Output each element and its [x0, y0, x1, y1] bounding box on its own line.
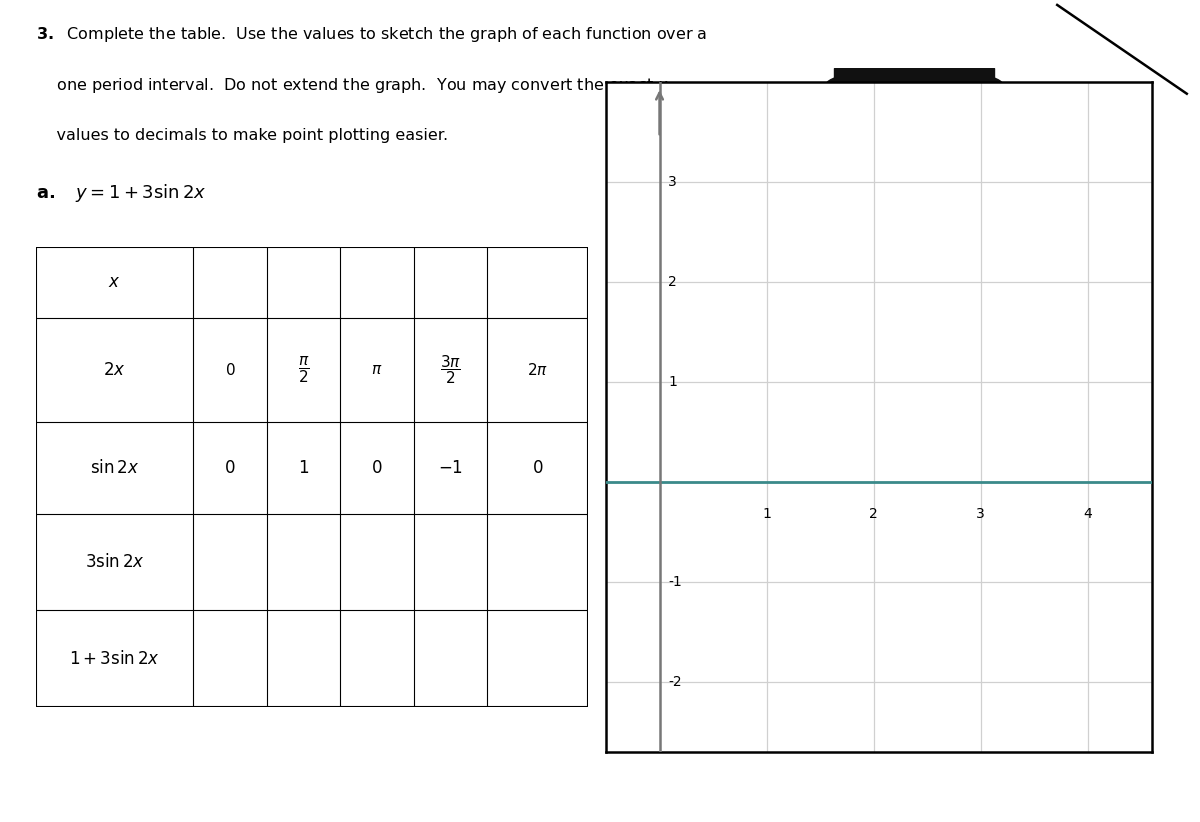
Text: $\dfrac{3\pi}{2}$: $\dfrac{3\pi}{2}$	[439, 353, 461, 386]
Text: $1 + 3\sin 2x$: $1 + 3\sin 2x$	[70, 649, 160, 667]
Text: 2: 2	[668, 275, 677, 289]
Text: 3: 3	[977, 507, 985, 521]
Text: 4: 4	[1084, 507, 1092, 521]
Text: $\pi$: $\pi$	[371, 363, 383, 377]
Text: $1$: $1$	[298, 459, 310, 477]
Text: $\mathbf{3.}$  Complete the table.  Use the values to sketch the graph of each f: $\mathbf{3.}$ Complete the table. Use th…	[36, 25, 707, 44]
Text: -2: -2	[668, 675, 682, 689]
Text: $2x$: $2x$	[103, 361, 126, 379]
Text: $0$: $0$	[224, 459, 235, 477]
Text: $0$: $0$	[224, 362, 235, 378]
Text: 3: 3	[668, 175, 677, 189]
Text: $\mathbf{a.}$   $y = 1 + 3\sin 2x$: $\mathbf{a.}$ $y = 1 + 3\sin 2x$	[36, 182, 206, 204]
Text: 1: 1	[762, 507, 772, 521]
Text: $x$: $x$	[108, 273, 121, 291]
Ellipse shape	[826, 68, 1003, 103]
Text: -1: -1	[668, 575, 682, 589]
Text: 2: 2	[869, 507, 878, 521]
Text: values to decimals to make point plotting easier.: values to decimals to make point plottin…	[36, 128, 448, 143]
Text: $2\pi$: $2\pi$	[527, 362, 548, 378]
Text: $\sin 2x$: $\sin 2x$	[90, 459, 139, 477]
Text: $\dfrac{\pi}{2}$: $\dfrac{\pi}{2}$	[298, 355, 310, 385]
Text: 1: 1	[668, 375, 677, 389]
Text: one period interval.  Do not extend the graph.  You may convert the exact $\it{x: one period interval. Do not extend the g…	[36, 76, 670, 95]
Text: $-1$: $-1$	[438, 459, 463, 477]
Text: $3\sin 2x$: $3\sin 2x$	[85, 553, 144, 571]
Text: $0$: $0$	[532, 459, 544, 477]
Text: $0$: $0$	[371, 459, 383, 477]
